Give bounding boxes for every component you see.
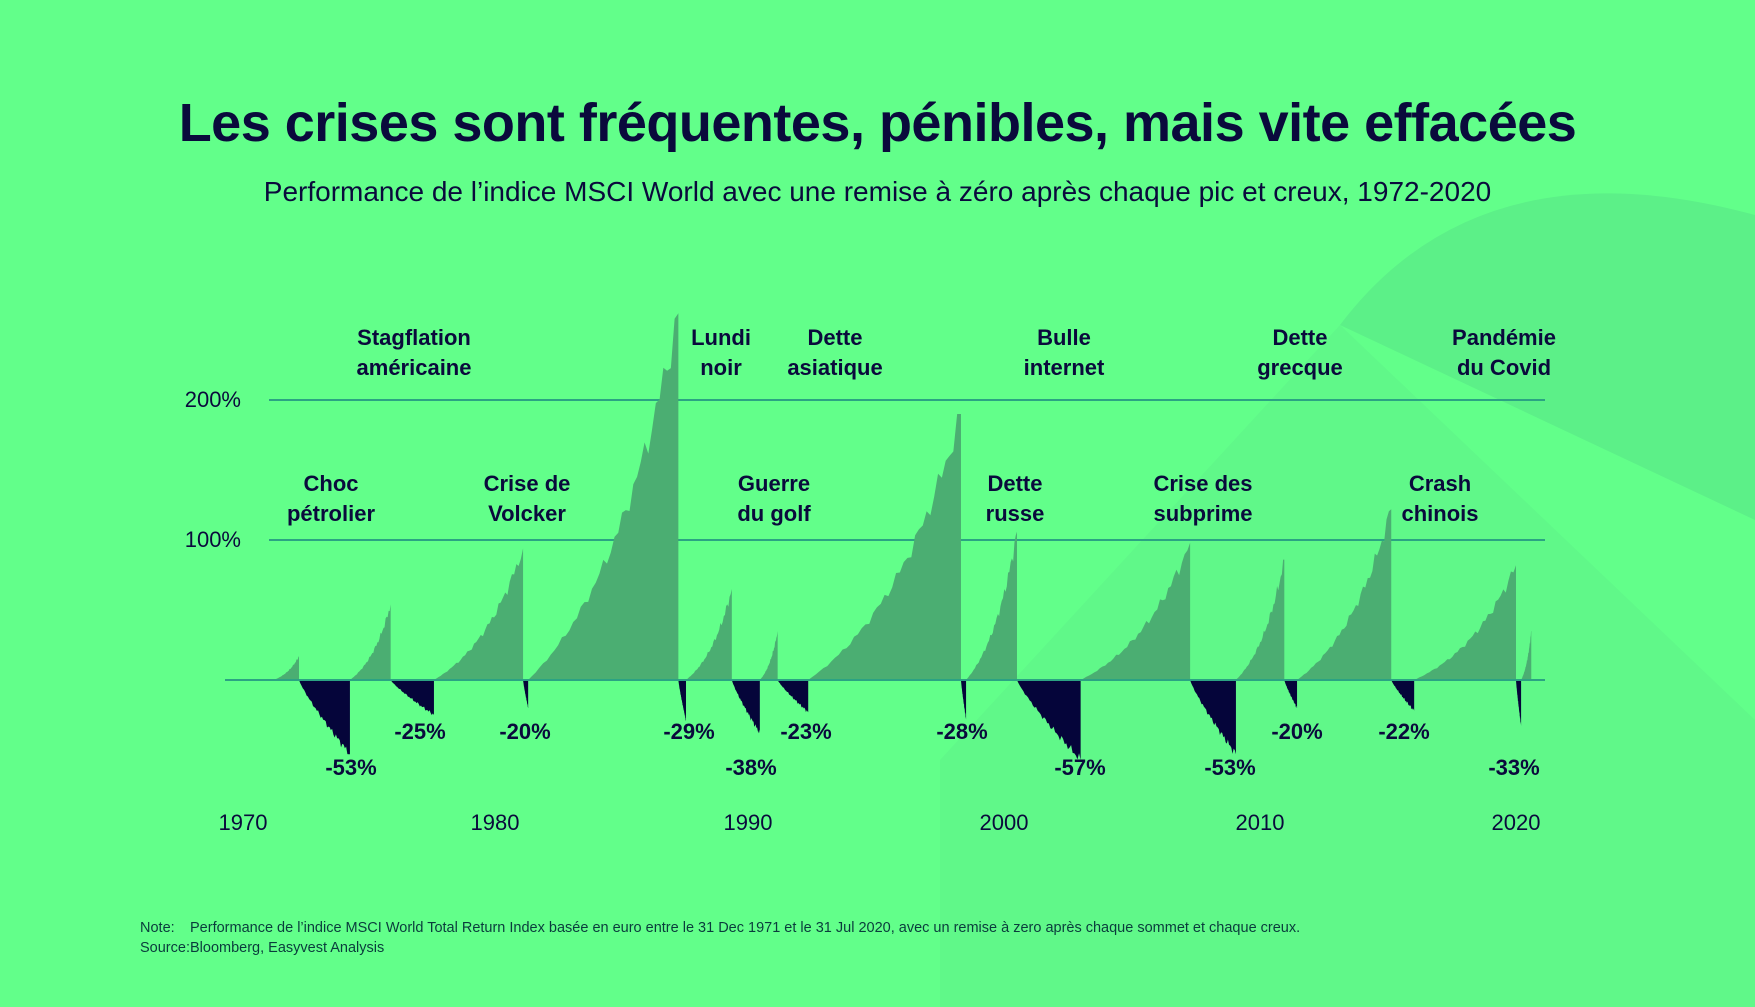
rise-segment	[273, 656, 300, 680]
y-tick-label: 200%	[184, 387, 241, 412]
note-key: Note:	[140, 920, 175, 936]
note-text: Performance de l’indice MSCI World Total…	[190, 920, 1301, 936]
annotation-line: Bulle	[1037, 325, 1091, 350]
drawdown-segment	[678, 680, 687, 721]
annotation-line: Dette	[987, 471, 1043, 496]
crisis-annotation: Dette grecque	[1257, 323, 1343, 383]
drawdown-segment	[731, 680, 760, 734]
rise-segment	[349, 604, 391, 680]
drawdown-label: -29%	[663, 719, 715, 744]
rise-segment	[1414, 565, 1516, 680]
drawdown-label: -38%	[725, 755, 777, 780]
drawdown-label: -57%	[1054, 755, 1106, 780]
annotation-line: internet	[1023, 355, 1105, 380]
x-tick-label: 2010	[1235, 810, 1285, 835]
annotation-line: Stagflation	[357, 325, 471, 350]
drawdown-segment	[299, 680, 350, 755]
crisis-annotation: Choc pétrolier	[287, 469, 375, 529]
drawdown-segment	[523, 680, 529, 708]
drawdown-label: -22%	[1378, 719, 1430, 744]
annotation-line: Guerre	[737, 471, 811, 496]
annotation-line: Lundi	[691, 325, 751, 350]
x-tick-label: 1970	[218, 810, 268, 835]
decor-shape	[1340, 193, 1755, 520]
annotation-line: du Covid	[1456, 355, 1552, 380]
drawdown-segment	[960, 680, 967, 720]
crisis-annotation: Stagflation américaine	[357, 323, 472, 383]
crisis-annotation: Crash chinois	[1401, 469, 1478, 529]
x-tick-label: 1990	[723, 810, 773, 835]
rise-segment	[528, 313, 679, 680]
chart-subtitle: Performance de l’indice MSCI World avec …	[263, 176, 1492, 207]
annotation-line: russe	[985, 501, 1045, 526]
crisis-annotation: Dette russe	[986, 469, 1045, 529]
annotation-line: du golf	[737, 501, 811, 526]
rise-segment	[433, 548, 524, 680]
annotation-line: Volcker	[488, 501, 566, 526]
crisis-annotation: Crise des subprime	[1153, 469, 1252, 529]
source-text: Bloomberg, Easyvest Analysis	[190, 940, 385, 956]
rise-segment	[1297, 509, 1392, 680]
rise-segment	[1521, 631, 1532, 680]
rise-segment	[1080, 542, 1191, 680]
annotation-line: Dette	[807, 325, 863, 350]
y-tick-label: 100%	[184, 527, 241, 552]
x-tick-label: 1980	[470, 810, 520, 835]
drawdown-segment	[777, 680, 809, 713]
x-tick-label: 2000	[979, 810, 1029, 835]
crisis-annotation: Dette asiatique	[787, 323, 882, 383]
annotation-line: américaine	[356, 355, 472, 380]
annotation-line: asiatique	[787, 355, 883, 380]
chart-title: Les crises sont fréquentes, pénibles, ma…	[178, 93, 1577, 153]
crisis-annotation: Pandémie du Covid	[1452, 323, 1556, 383]
rise-segment	[759, 631, 778, 680]
drawdown-label: -25%	[394, 719, 446, 744]
footnote: Note: Performance de l’indice MSCI World …	[140, 920, 1300, 936]
annotation-line: Crash	[1408, 471, 1472, 496]
annotation-line: chinois	[1401, 501, 1479, 526]
drawdown-label: -20%	[499, 719, 551, 744]
drawdown-segment	[1391, 680, 1415, 711]
annotation-line: Crise de	[483, 471, 571, 496]
annotation-line: Dette	[1272, 325, 1328, 350]
x-tick-label: 2020	[1491, 810, 1541, 835]
crisis-annotation: Crise de Volcker	[484, 469, 571, 529]
drawdown-segment	[1516, 680, 1522, 727]
rise-segment	[686, 589, 732, 680]
drawdown-label: -23%	[780, 719, 832, 744]
crisis-annotation: Lundi noir	[691, 323, 751, 383]
drawdown-label: -28%	[936, 719, 988, 744]
drawdown-segment	[390, 680, 434, 715]
drawdown-segment	[1284, 680, 1298, 708]
source-key: Source:	[140, 940, 190, 956]
source-line: Source:Bloomberg, Easyvest Analysis	[140, 940, 384, 956]
drawdown-segment	[1190, 680, 1236, 755]
annotation-line: Crise des	[1153, 471, 1253, 496]
annotation-line: grecque	[1257, 355, 1343, 380]
annotation-line: subprime	[1153, 501, 1253, 526]
annotation-line: Pandémie	[1452, 325, 1556, 350]
annotation-line: pétrolier	[286, 501, 376, 526]
rise-segment	[808, 414, 961, 680]
drawdown-segment	[1016, 680, 1081, 760]
annotation-line: noir	[700, 355, 742, 380]
drawdown-label: -33%	[1488, 755, 1540, 780]
rise-segment	[966, 531, 1017, 680]
drawdown-label: -53%	[1204, 755, 1256, 780]
crisis-annotation: Guerre du golf	[737, 469, 810, 529]
drawdown-label: -53%	[325, 755, 377, 780]
drawdown-label: -20%	[1271, 719, 1323, 744]
annotation-line: Choc	[303, 471, 359, 496]
rise-segment	[1235, 559, 1285, 680]
crisis-annotation: Bulle internet	[1024, 323, 1105, 383]
